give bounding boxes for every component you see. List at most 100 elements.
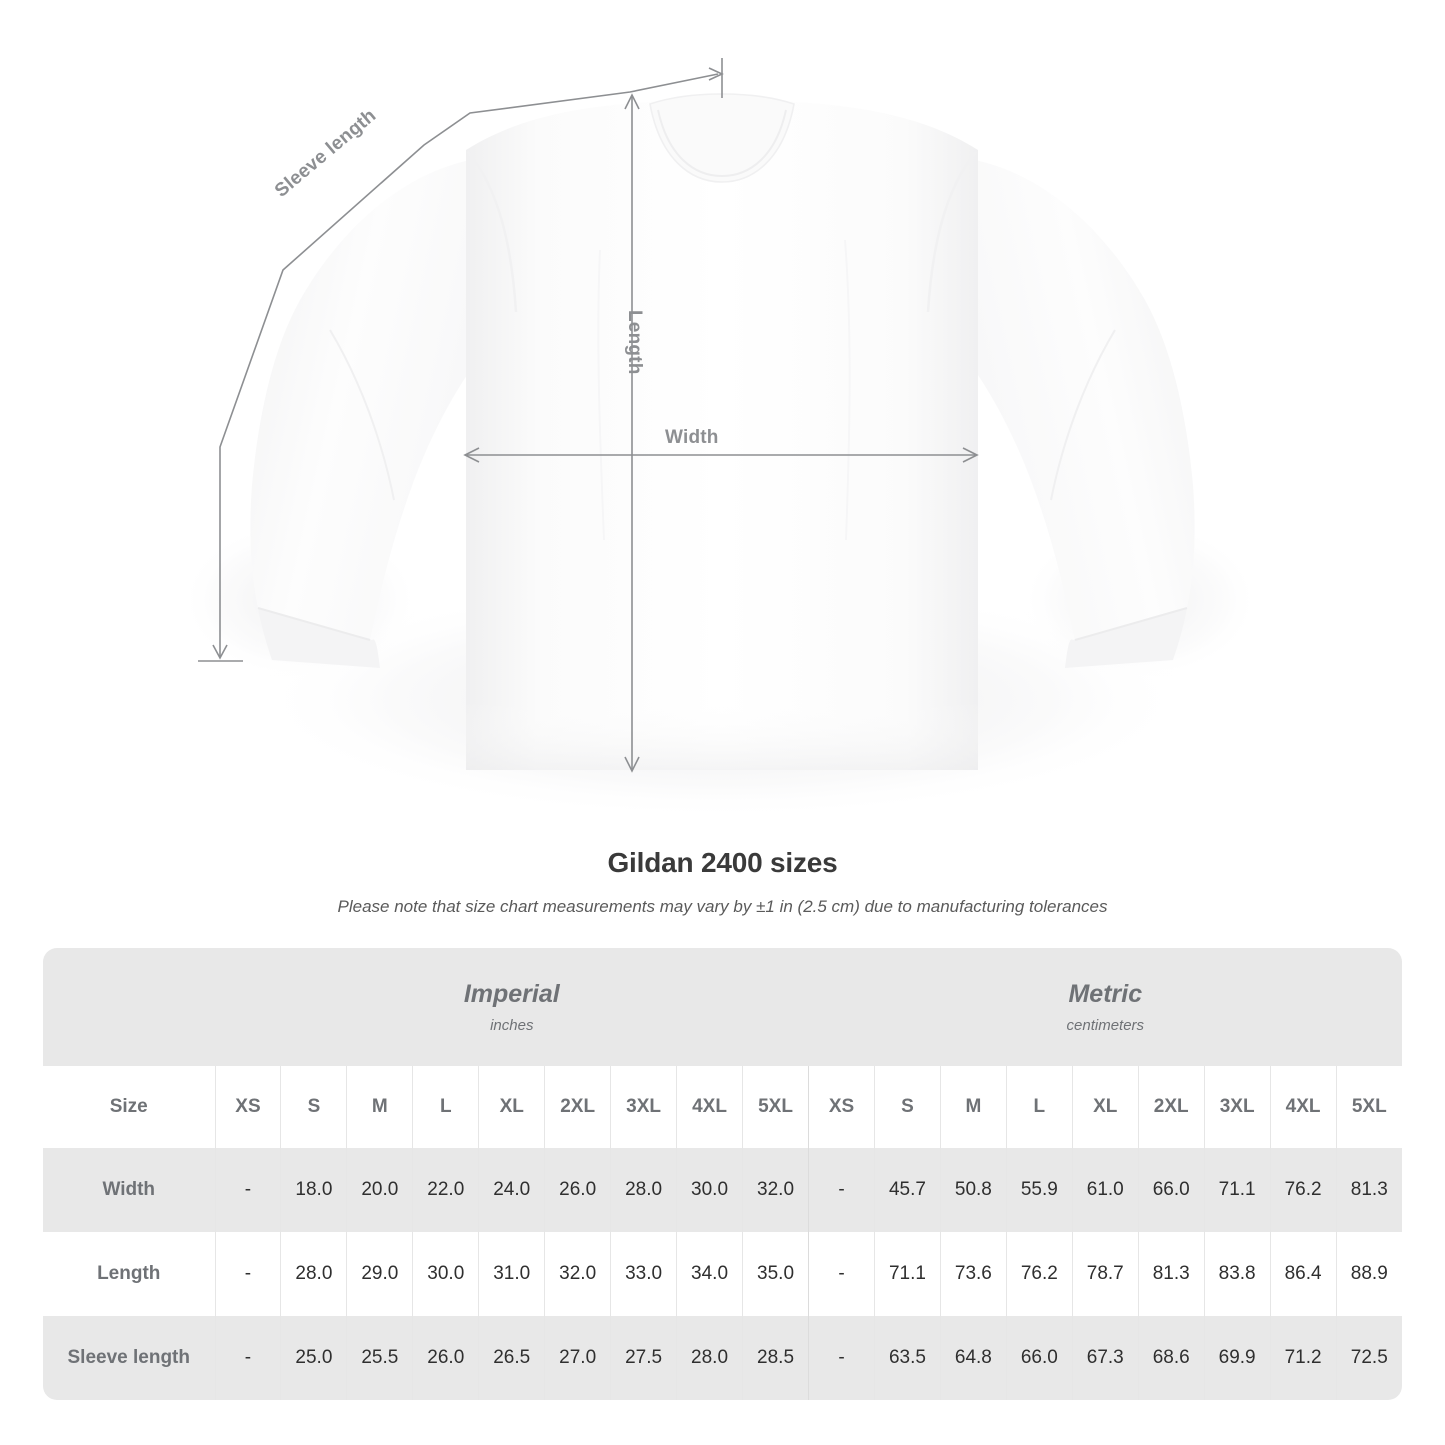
sleeve-arrow-head-bottom (212, 644, 228, 660)
cell-length-imperial-l: 30.0 (412, 1232, 479, 1316)
cell-sleeve-length-imperial-5xl: 28.5 (741, 1316, 809, 1400)
size-header-imperial-4xl: 4XL (676, 1066, 743, 1148)
cell-sleeve-length-metric-5xl: 72.5 (1335, 1316, 1403, 1400)
unit-imperial-name: Imperial (463, 980, 560, 1008)
size-chart-table-wrap: Imperial inches Metric centimeters Size XS S M L… (43, 948, 1403, 1400)
size-header-label: Size (43, 1066, 215, 1148)
length-arrow-head-top (624, 93, 640, 110)
size-header-metric-3xl: 3XL (1203, 1066, 1271, 1148)
cell-width-metric-m: 50.8 (939, 1148, 1007, 1232)
cell-length-metric-l: 76.2 (1005, 1232, 1073, 1316)
size-header-imperial-l: L (412, 1066, 479, 1148)
cell-width-metric-3xl: 71.1 (1203, 1148, 1271, 1232)
row-label-width: Width (43, 1148, 215, 1232)
cell-width-imperial-5xl: 32.0 (741, 1148, 809, 1232)
cell-length-imperial-4xl: 34.0 (676, 1232, 743, 1316)
cell-sleeve-length-metric-4xl: 71.2 (1269, 1316, 1337, 1400)
cell-width-metric-2xl: 66.0 (1137, 1148, 1205, 1232)
width-arrow-head-left (463, 447, 480, 463)
size-header-metric-xl: XL (1071, 1066, 1139, 1148)
title-block: Gildan 2400 sizes Please note that size … (0, 846, 1445, 918)
length-label: Length (624, 310, 645, 375)
cell-sleeve-length-imperial-xs: - (214, 1316, 281, 1400)
size-header-metric-4xl: 4XL (1269, 1066, 1337, 1148)
cell-sleeve-length-metric-m: 64.8 (939, 1316, 1007, 1400)
unit-banner-spacer (43, 948, 215, 1066)
size-header-imperial-2xl: 2XL (544, 1066, 611, 1148)
unit-banner-metric: Metric centimeters (808, 948, 1403, 1066)
table-row: Width -18.0 20.0 22.0 24.0 26.0 28.0 30.0 32.0-4… (43, 1148, 1403, 1232)
cell-length-imperial-s: 28.0 (280, 1232, 347, 1316)
size-header-metric-m: M (939, 1066, 1007, 1148)
garment-illustration: Sleeve length Length Width (180, 58, 1260, 820)
width-arrow-head-right (962, 447, 979, 463)
cell-width-imperial-xs: - (214, 1148, 281, 1232)
cell-width-metric-xl: 61.0 (1071, 1148, 1139, 1232)
cell-length-metric-5xl: 88.9 (1335, 1232, 1403, 1316)
size-header-imperial-5xl: 5XL (741, 1066, 809, 1148)
cell-width-metric-5xl: 81.3 (1335, 1148, 1403, 1232)
left-cuff (258, 608, 380, 668)
cell-sleeve-length-imperial-xl: 26.5 (478, 1316, 545, 1400)
size-header-imperial-xl: XL (478, 1066, 545, 1148)
cell-sleeve-length-imperial-2xl: 27.0 (544, 1316, 611, 1400)
size-header-row: Size XS S M L XL 2XL 3XL 4XL 5XL XS S M L XL 2XL 3XL 4XL 5… (43, 1066, 1403, 1148)
size-header-imperial-xs: XS (214, 1066, 281, 1148)
cell-width-metric-s: 45.7 (873, 1148, 941, 1232)
size-header-metric-xs: XS (808, 1066, 875, 1148)
table-row: Length -28.0 29.0 30.0 31.0 32.0 33.0 34.0 35.0-… (43, 1232, 1403, 1316)
cell-width-metric-l: 55.9 (1005, 1148, 1073, 1232)
collar (649, 93, 795, 183)
size-header-imperial-s: S (280, 1066, 347, 1148)
size-header-metric-l: L (1005, 1066, 1073, 1148)
unit-metric-sub: centimeters (1066, 1017, 1145, 1034)
cell-width-imperial-3xl: 28.0 (610, 1148, 677, 1232)
cell-sleeve-length-metric-s: 63.5 (873, 1316, 941, 1400)
cell-sleeve-length-metric-xs: - (808, 1316, 875, 1400)
cell-width-metric-4xl: 76.2 (1269, 1148, 1337, 1232)
cell-sleeve-length-imperial-4xl: 28.0 (676, 1316, 743, 1400)
right-cuff (1065, 608, 1187, 668)
cell-sleeve-length-imperial-l: 26.0 (412, 1316, 479, 1400)
size-header-imperial-3xl: 3XL (610, 1066, 677, 1148)
row-label-length: Length (43, 1232, 215, 1316)
measurement-guides (198, 58, 979, 773)
left-sleeve (250, 160, 520, 640)
cell-length-metric-s: 71.1 (873, 1232, 941, 1316)
garment-drawing (180, 58, 1260, 820)
cell-length-metric-3xl: 83.8 (1203, 1232, 1271, 1316)
cell-length-imperial-m: 29.0 (346, 1232, 413, 1316)
cell-sleeve-length-metric-l: 66.0 (1005, 1316, 1073, 1400)
size-header-metric-2xl: 2XL (1137, 1066, 1205, 1148)
shirt-body (466, 100, 978, 770)
cell-width-imperial-4xl: 30.0 (676, 1148, 743, 1232)
size-header-imperial-m: M (346, 1066, 413, 1148)
cell-length-metric-xs: - (808, 1232, 875, 1316)
cell-width-imperial-xl: 24.0 (478, 1148, 545, 1232)
cell-width-imperial-s: 18.0 (280, 1148, 347, 1232)
cell-length-metric-2xl: 81.3 (1137, 1232, 1205, 1316)
cell-sleeve-length-metric-xl: 67.3 (1071, 1316, 1139, 1400)
unit-metric-name: Metric (1068, 980, 1143, 1008)
unit-banner-imperial: Imperial inches (215, 948, 809, 1066)
size-header-metric-5xl: 5XL (1335, 1066, 1403, 1148)
cell-length-metric-m: 73.6 (939, 1232, 1007, 1316)
cell-sleeve-length-imperial-m: 25.5 (346, 1316, 413, 1400)
cell-width-imperial-m: 20.0 (346, 1148, 413, 1232)
size-chart-table: Imperial inches Metric centimeters Size XS S M L… (43, 948, 1403, 1400)
cell-length-imperial-xl: 31.0 (478, 1232, 545, 1316)
cell-sleeve-length-metric-3xl: 69.9 (1203, 1316, 1271, 1400)
tolerance-note: Please note that size chart measurements… (337, 897, 1108, 916)
cell-sleeve-length-imperial-s: 25.0 (280, 1316, 347, 1400)
cell-length-imperial-2xl: 32.0 (544, 1232, 611, 1316)
cell-length-metric-4xl: 86.4 (1269, 1232, 1337, 1316)
row-label-sleeve-length: Sleeve length (43, 1316, 215, 1400)
cell-width-imperial-l: 22.0 (412, 1148, 479, 1232)
cell-width-metric-xs: - (808, 1148, 875, 1232)
unit-imperial-sub: inches (490, 1017, 534, 1034)
length-arrow-head-bottom (624, 756, 640, 773)
size-header-metric-s: S (873, 1066, 941, 1148)
table-row: Sleeve length -25.0 25.5 26.0 26.5 27.0 27.5 28… (43, 1316, 1403, 1400)
cell-length-imperial-xs: - (214, 1232, 281, 1316)
cell-length-metric-xl: 78.7 (1071, 1232, 1139, 1316)
